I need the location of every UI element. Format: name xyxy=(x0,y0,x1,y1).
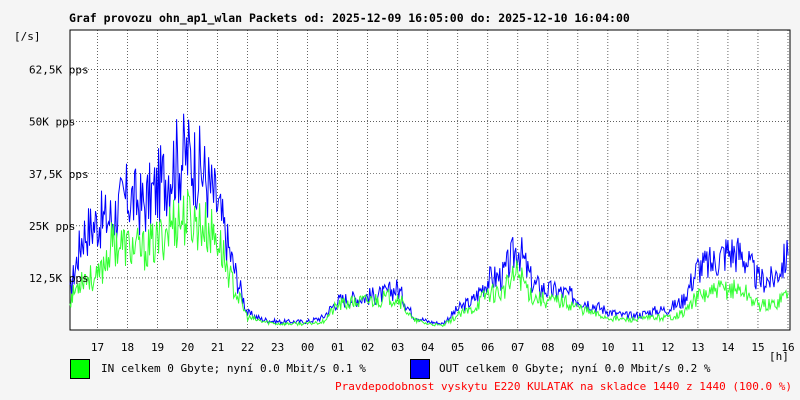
legend-in-swatch xyxy=(70,359,90,379)
grid-lines xyxy=(70,30,790,330)
plot-area xyxy=(69,29,791,331)
x-tick-label: 08 xyxy=(541,341,554,354)
y-tick-label: 12,5K pps xyxy=(29,272,89,285)
x-tick-label: 21 xyxy=(211,341,224,354)
x-tick-label: 16 xyxy=(781,341,794,354)
series-layer xyxy=(69,113,789,328)
y-tick-labels: 12,5K pps 25K pps 37,5K pps 50K pps 62,5K pp… xyxy=(29,64,89,285)
y-tick-label: 50K pps xyxy=(29,116,75,129)
x-tick-label: 05 xyxy=(451,341,464,354)
x-tick-label: 01 xyxy=(331,341,344,354)
legend-in-text: IN celkem 0 Gbyte; nyní 0.0 Mbit/s 0.1 % xyxy=(101,362,366,375)
x-tick-label: 13 xyxy=(691,341,704,354)
x-axis-unit: [h] xyxy=(769,350,789,363)
x-tick-label: 10 xyxy=(601,341,614,354)
x-tick-label: 03 xyxy=(391,341,404,354)
x-tick-label: 22 xyxy=(241,341,254,354)
x-tick-label: 06 xyxy=(481,341,494,354)
y-axis-unit: [/s] xyxy=(14,30,41,43)
x-tick-label: 00 xyxy=(301,341,314,354)
y-tick-label: 37,5K pps xyxy=(29,168,89,181)
x-tick-label: 12 xyxy=(661,341,674,354)
y-tick-label: 25K pps xyxy=(29,220,75,233)
x-tick-label: 14 xyxy=(721,341,735,354)
x-tick-label: 20 xyxy=(181,341,194,354)
x-tick-label: 18 xyxy=(121,341,134,354)
y-tick-label: 62,5K pps xyxy=(29,64,89,77)
series-out-line xyxy=(69,113,789,326)
x-tick-label: 09 xyxy=(571,341,584,354)
series-in-line xyxy=(69,189,789,328)
x-tick-label: 07 xyxy=(511,341,524,354)
x-tick-label: 04 xyxy=(421,341,435,354)
x-tick-label: 19 xyxy=(151,341,164,354)
chart-title: Graf provozu ohn_ap1_wlan Packets od: 20… xyxy=(69,11,630,25)
legend-out-swatch xyxy=(410,359,430,379)
x-tick-label: 11 xyxy=(631,341,644,354)
legend-out-text: OUT celkem 0 Gbyte; nyní 0.0 Mbit/s 0.2 … xyxy=(439,362,711,375)
x-tick-labels: 17 18 19 20 21 22 23 00 01 02 03 04 05 06 07 08 09 10 11 12… xyxy=(91,341,795,354)
x-tick-label: 15 xyxy=(751,341,764,354)
x-tick-label: 02 xyxy=(361,341,374,354)
x-tick-label: 17 xyxy=(91,341,104,354)
x-tick-label: 23 xyxy=(271,341,284,354)
footer-note: Pravdepodobnost vyskytu E220 KULATAK na … xyxy=(335,380,792,393)
